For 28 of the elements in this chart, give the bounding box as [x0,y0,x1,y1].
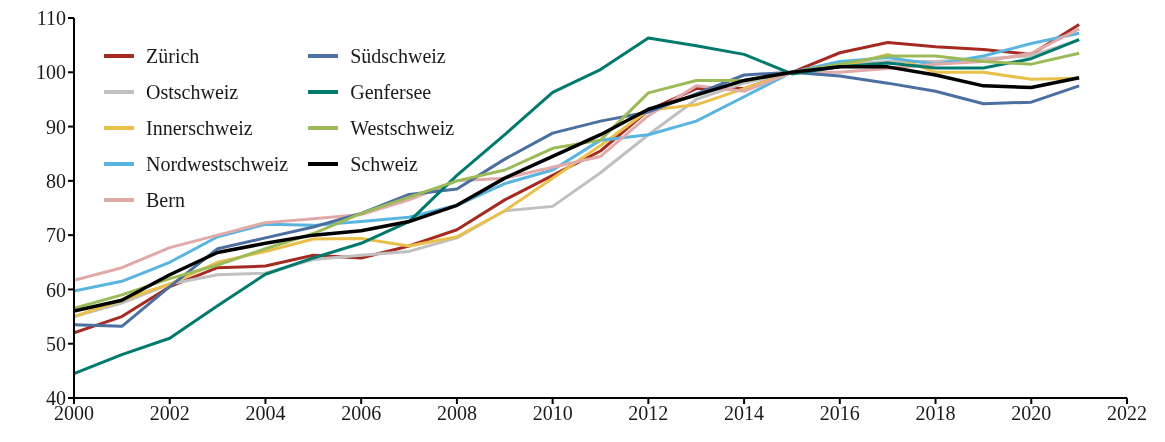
y-tick-label: 80 [46,169,66,192]
x-tick-label: 2010 [532,402,573,425]
line-series [74,36,1081,376]
y-tick-label: 50 [46,332,66,355]
x-tick-label: 2014 [724,402,765,425]
y-tick-label: 110 [36,7,66,30]
x-tick-label: 2016 [819,402,860,425]
legend-label: Zürich [146,44,200,68]
y-tick-label: 70 [46,224,66,247]
x-tick-label: 2004 [245,402,286,425]
y-tick-label: 60 [46,278,66,301]
legend-label: Südschweiz [350,44,446,68]
legend-label: Westschweiz [350,116,455,140]
legend-label: Innerschweiz [146,116,253,140]
x-tick-label: 2002 [149,402,190,425]
x-tick-label: 2012 [628,402,669,425]
legend-label: Nordwestschweiz [146,152,289,176]
x-tick-label: 2018 [915,402,956,425]
x-tick-label: 2006 [341,402,382,425]
x-tick-label: 2022 [1107,402,1147,425]
y-tick-label: 100 [36,61,66,84]
legend-label: Bern [146,188,185,212]
x-tick-label: 2020 [1011,402,1052,425]
legend-label: Ostschweiz [146,80,239,104]
x-tick-label: 2008 [436,402,477,425]
y-tick-label: 90 [46,115,66,138]
legend-label: Schweiz [350,152,418,176]
legend-label: Genfersee [350,80,432,104]
